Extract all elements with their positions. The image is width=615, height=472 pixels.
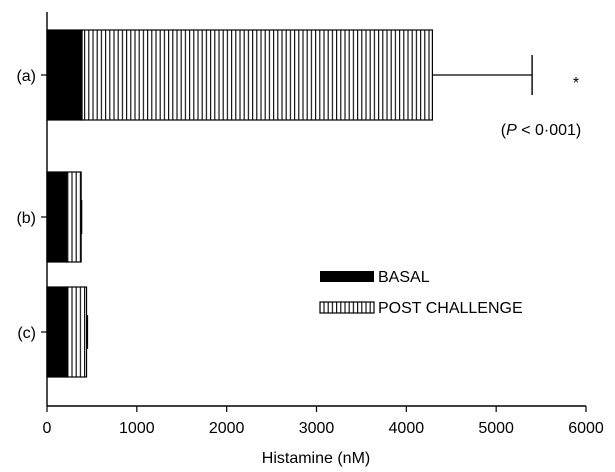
p-value-annotation: (P < 0·001) xyxy=(501,122,581,139)
legend: BASAL POST CHALLENGE xyxy=(319,269,523,317)
legend-label-post-challenge: POST CHALLENGE xyxy=(378,300,523,317)
category-label: (c) xyxy=(17,325,36,342)
legend-swatch-basal xyxy=(320,271,374,282)
bars xyxy=(46,29,433,378)
bar-basal xyxy=(46,286,69,378)
x-tick-label: 1000 xyxy=(119,420,155,437)
x-tick-label: 0 xyxy=(43,420,52,437)
bar-basal xyxy=(46,29,83,121)
x-ticks: 0 1000 2000 3000 4000 5000 6000 xyxy=(43,406,604,437)
x-tick-label: 3000 xyxy=(299,420,335,437)
error-bars xyxy=(80,55,533,349)
significance-asterisk: * xyxy=(573,75,579,92)
category-label: (a) xyxy=(16,68,36,85)
x-tick-label: 4000 xyxy=(389,420,425,437)
x-tick-label: 2000 xyxy=(209,420,245,437)
bar-basal xyxy=(46,171,68,263)
x-tick-label: 6000 xyxy=(568,420,604,437)
legend-swatch-post-challenge xyxy=(319,301,375,314)
bar-post-challenge xyxy=(67,286,88,378)
legend-label-basal: BASAL xyxy=(378,269,430,286)
x-axis-title: Histamine (nM) xyxy=(262,450,370,467)
x-tick-label: 5000 xyxy=(478,420,514,437)
bar-post-challenge xyxy=(66,171,82,263)
category-label: (b) xyxy=(16,210,36,227)
y-ticks: (a) (b) (c) xyxy=(16,68,47,342)
bar-post-challenge xyxy=(81,29,433,121)
